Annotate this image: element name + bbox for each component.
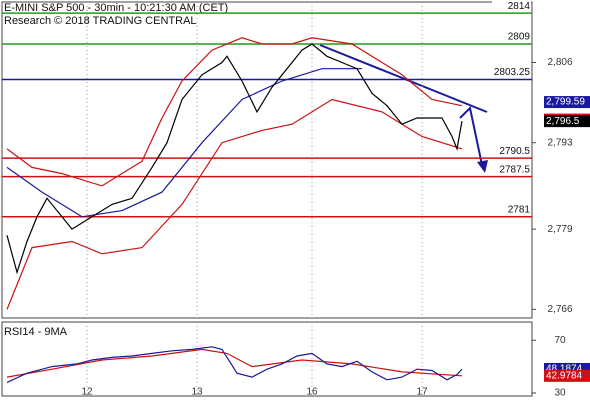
- arrow-head: [477, 160, 488, 173]
- series-line: [6, 68, 362, 218]
- series-line: [6, 98, 463, 310]
- x-tick-label: 16: [306, 387, 318, 398]
- price-label: 48.1874: [546, 364, 583, 375]
- level-label-bg: [492, 145, 531, 157]
- price-label-box: [544, 115, 590, 128]
- level-label-bg: [492, 163, 531, 175]
- rsi-title: RSI14 - 9MA: [4, 326, 68, 338]
- forecast-arrow: [459, 105, 483, 166]
- x-tick-label: 17: [416, 387, 428, 398]
- y-tick-label: 30: [554, 388, 566, 399]
- level-label: 2790.5: [499, 146, 530, 157]
- level-label: 2809: [508, 32, 531, 43]
- price-label: 42.9784: [546, 370, 583, 381]
- y-tick-label: 2,766: [547, 304, 572, 315]
- level-label: 2787.5: [499, 164, 530, 175]
- level-label: 2814: [508, 1, 531, 12]
- x-tick-label: 13: [191, 387, 203, 398]
- series-line: [6, 43, 463, 275]
- chart-title: E-MINI S&P 500 - 30min - 10:21:30 AM (CE…: [4, 2, 228, 14]
- series-line: [6, 37, 463, 187]
- trend-line: [319, 44, 488, 113]
- price-panel: [1, 1, 533, 319]
- level-label: 2781: [508, 204, 531, 215]
- y-tick-label: 2,806: [547, 57, 572, 68]
- y-tick-label: 2,793: [547, 137, 572, 148]
- price-label-box: [544, 369, 590, 382]
- level-label-bg: [492, 203, 531, 215]
- price-label: 2,796.5: [546, 116, 580, 127]
- price-label: 2,799.59: [546, 97, 585, 108]
- level-label-bg: [492, 66, 531, 78]
- x-tick-label: 12: [81, 387, 93, 398]
- y-tick-label: 2,779: [547, 224, 572, 235]
- level-label: 2803.25: [494, 67, 531, 78]
- series-line: [6, 346, 463, 383]
- price-label-box: [544, 96, 590, 109]
- series-line: [6, 348, 463, 378]
- level-label-bg: [492, 30, 531, 42]
- rsi-panel: [1, 321, 533, 397]
- y-tick-label: 70: [554, 335, 566, 346]
- level-label-bg: [492, 0, 531, 12]
- chart-subtitle: Research © 2018 TRADING CENTRAL: [4, 15, 197, 27]
